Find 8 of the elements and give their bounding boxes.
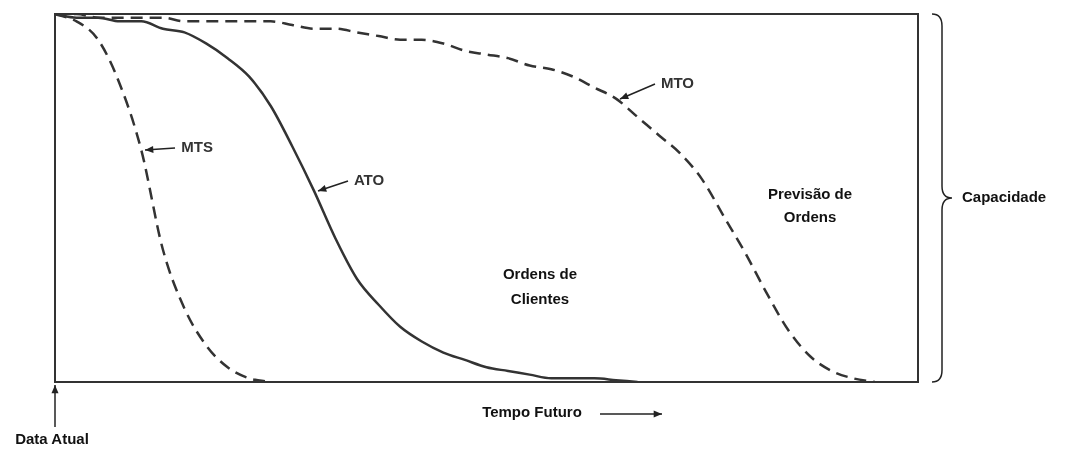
text: Data Atual	[15, 430, 89, 448]
text: MTS	[181, 138, 213, 156]
annotation: Previsão de Ordens	[767, 185, 853, 226]
text: ATO	[353, 170, 385, 188]
x-axis-title: Tempo Futuro	[482, 403, 582, 421]
annotation: Ordens de Clientes	[502, 265, 578, 308]
text: Capacidade	[962, 188, 1047, 206]
text: MTO	[660, 73, 695, 91]
